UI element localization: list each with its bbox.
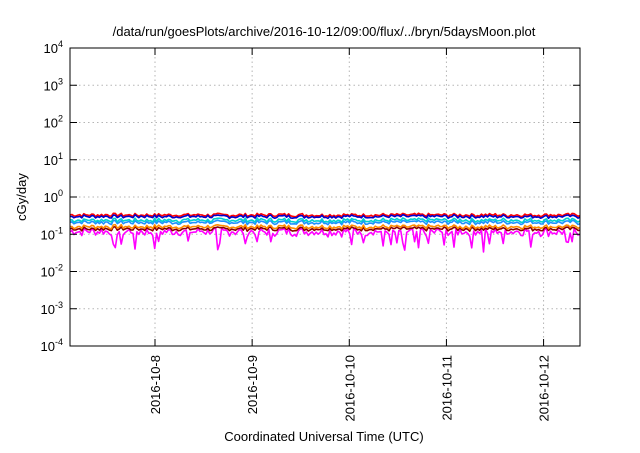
y-tick-label: 101	[44, 151, 63, 168]
y-tick-label: 102	[44, 114, 63, 131]
x-tick-label: 2016-10-9	[245, 355, 260, 414]
series-line	[69, 213, 581, 220]
series-line	[69, 227, 581, 253]
series-line	[69, 212, 581, 218]
grid-layer	[70, 48, 580, 346]
x-tick-label: 2016-10-12	[537, 355, 552, 422]
series-line	[70, 223, 581, 230]
x-tick-label: 2016-10-8	[148, 355, 163, 414]
axis-layer: 10-4 10-3 10-2 10-1 100 101 102 103 104 2016-10-8…	[41, 39, 580, 422]
series-line	[69, 225, 581, 232]
y-tick-label: 10-4	[41, 337, 63, 354]
y-tick-label: 104	[44, 39, 63, 56]
x-axis-label: Coordinated Universal Time (UTC)	[224, 429, 423, 444]
y-tick-label: 103	[44, 76, 63, 93]
x-tick-label: 2016-10-11	[439, 355, 454, 421]
y-axis-label: cGy/day	[14, 173, 29, 221]
series-line	[69, 219, 581, 226]
x-tick-label: 2016-10-10	[342, 355, 357, 422]
y-tick-label: 10-3	[41, 300, 63, 317]
y-tick-label: 100	[44, 188, 63, 205]
series-layer	[69, 212, 581, 253]
y-tick-label: 10-1	[41, 225, 63, 242]
y-tick-label: 10-2	[41, 263, 63, 280]
chart-title: /data/run/goesPlots/archive/2016-10-12/0…	[113, 24, 536, 39]
series-line	[69, 217, 581, 224]
